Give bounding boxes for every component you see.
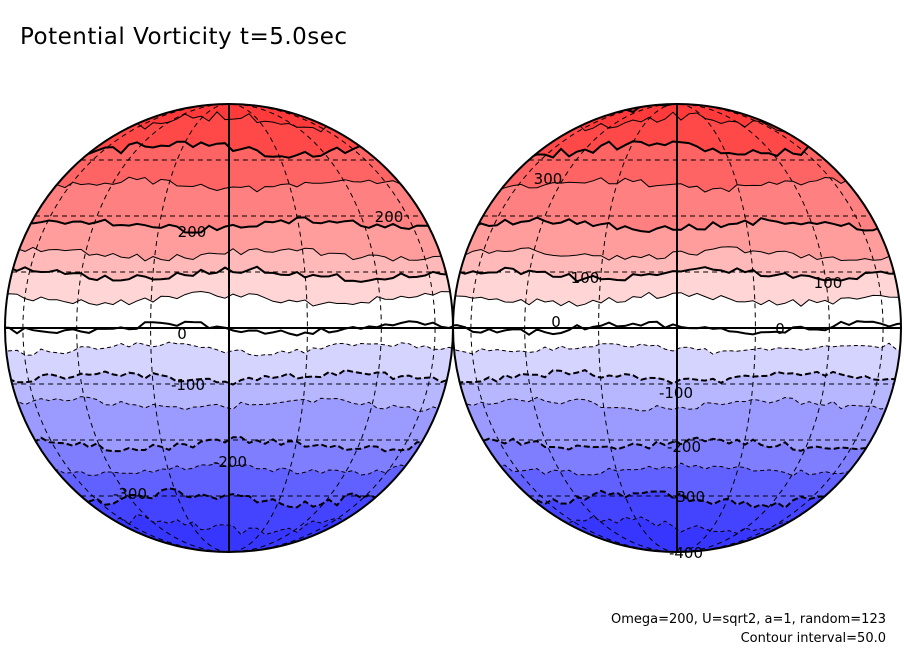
contour-label: -400 (669, 544, 703, 562)
contour-label: -200 (213, 453, 247, 471)
plot-title: Potential Vorticity t=5.0sec (20, 24, 348, 50)
parameters-note: Omega=200, U=sqrt2, a=1, random=123 (610, 612, 886, 627)
contour-label: 300 (534, 170, 563, 188)
contour-label: 100 (571, 269, 600, 287)
contour-label: -100 (171, 376, 205, 394)
contour-label: -200 (667, 438, 701, 456)
contour-label: 200 (178, 223, 207, 241)
pv-contour-line (5, 368, 453, 386)
contour-label: 0 (551, 313, 561, 331)
contour-label: 0 (177, 325, 187, 343)
contour-label: -300 (113, 485, 147, 503)
contour-label: 100 (814, 274, 843, 292)
contour-label: -300 (671, 488, 705, 506)
contour-label: -100 (659, 384, 693, 402)
contour-label: 0 (775, 320, 785, 338)
contour-interval-note: Contour interval=50.0 (740, 631, 886, 646)
pv-contour-line (5, 436, 453, 453)
contour-label: 200 (375, 208, 404, 226)
globe-outline (452, 103, 902, 553)
